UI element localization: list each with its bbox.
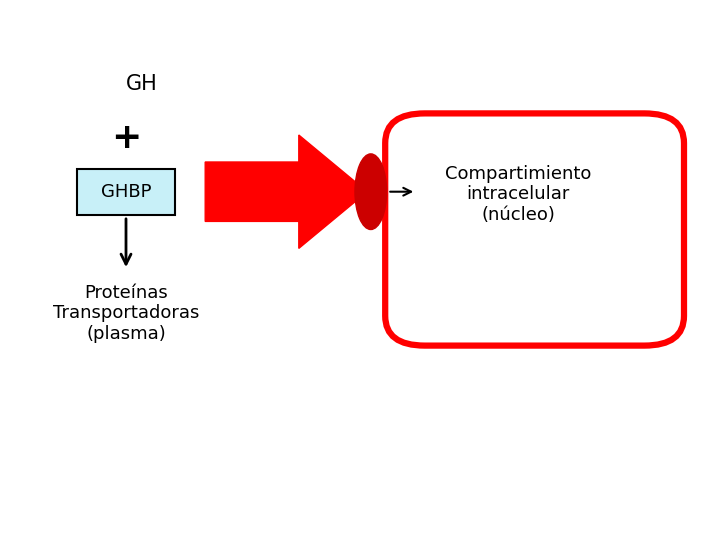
Polygon shape: [205, 135, 367, 248]
Text: +: +: [111, 121, 141, 154]
Text: GHBP: GHBP: [101, 183, 151, 201]
FancyBboxPatch shape: [78, 168, 174, 214]
FancyBboxPatch shape: [385, 113, 684, 346]
Text: Compartimiento
intracelular
(núcleo): Compartimiento intracelular (núcleo): [445, 165, 592, 224]
Ellipse shape: [355, 154, 387, 230]
Text: Proteínas
Transportadoras
(plasma): Proteínas Transportadoras (plasma): [53, 284, 199, 343]
Text: GH: GH: [126, 73, 158, 94]
